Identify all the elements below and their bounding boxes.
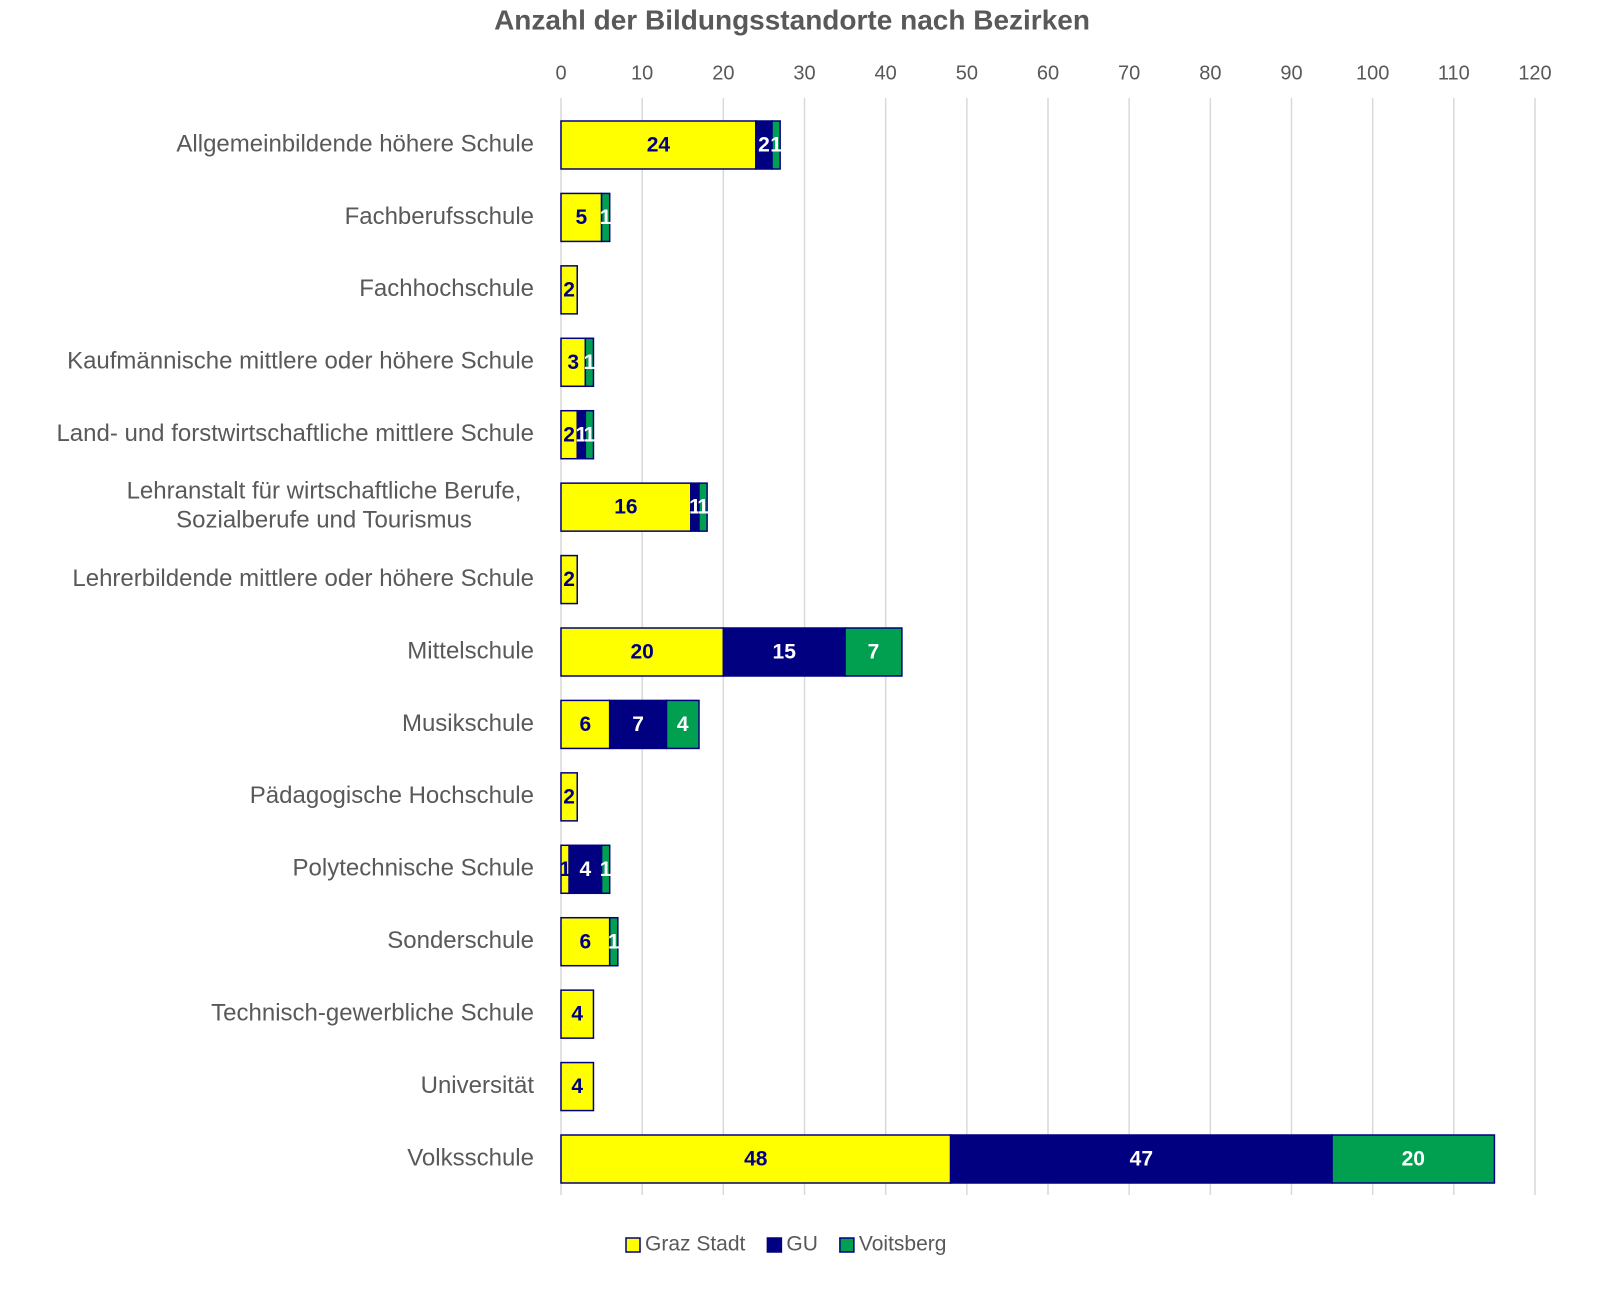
data-label: 47 [1130,1148,1153,1171]
bar-segment [722,627,846,677]
x-tick-label: 90 [1280,62,1302,84]
y-tick-label: Pädagogische Hochschule [250,782,534,809]
y-tick-label: Lehrerbildende mittlere oder höhere Schu… [72,565,534,592]
data-label: 20 [630,641,653,664]
data-label: 3 [567,351,579,374]
y-tick-label: Land- und forstwirtschaftliche mittlere … [56,420,534,447]
bar-segment [608,916,619,967]
data-label: 7 [868,641,880,664]
data-label: 1 [608,930,620,953]
legend-swatch [839,1237,855,1253]
data-label: 2 [563,423,575,446]
data-label: 24 [647,134,671,157]
bar-segment [844,627,903,677]
x-tick-label: 30 [793,62,815,84]
data-label: 1 [600,858,612,881]
data-label: 1 [689,496,701,519]
data-label: 2 [758,134,770,157]
y-tick-label: Fachberufsschule [345,203,534,230]
data-label: 1 [697,496,709,519]
data-label: 4 [580,858,592,881]
data-label: 1 [559,858,571,881]
bar-segment [560,265,578,315]
bar-segment [560,192,603,243]
bar-segment [560,482,692,532]
x-tick-label: 10 [631,62,653,84]
y-tick-label: Universität [421,1072,535,1099]
legend-label: Voitsberg [859,1233,947,1256]
chart-title: Anzahl der Bildungsstandorte nach Bezirk… [494,4,1090,35]
bar-segment [560,916,611,967]
legend-label: Graz Stadt [645,1233,746,1256]
data-label: 1 [600,206,612,229]
y-tick-label: Volksschule [407,1144,534,1171]
data-label: 1 [584,351,596,374]
data-label: 2 [563,785,575,808]
y-tick-label: Lehranstalt für wirtschaftliche Berufe, S… [127,478,522,534]
y-tick-label: Technisch-gewerbliche Schule [211,999,534,1026]
data-label: 4 [571,1075,583,1098]
y-tick-label: Polytechnische Schule [293,855,534,882]
y-tick-label: Sonderschule [387,927,534,954]
bar-segment [560,989,595,1039]
data-label: 15 [773,641,797,664]
data-label: 5 [575,206,587,229]
y-tick-label: Allgemeinbildende höhere Schule [176,130,534,157]
y-tick-label: Fachhochschule [359,275,534,302]
data-label: 2 [563,568,575,591]
y-tick-label: Mittelschule [407,637,534,664]
x-tick-label: 70 [1118,62,1140,84]
x-tick-label: 80 [1199,62,1221,84]
legend-swatch [625,1237,641,1253]
data-label: 6 [580,713,592,736]
x-tick-label: 20 [712,62,734,84]
x-tick-label: 50 [956,62,978,84]
bar-segment [608,699,668,750]
data-label: 1 [575,423,587,446]
data-label: 4 [571,1003,583,1026]
bar-segment [600,844,611,895]
bar-segment [568,844,603,895]
x-tick-label: 110 [1438,62,1470,84]
bar-segment [1331,1134,1496,1184]
data-label: 4 [677,713,689,736]
x-tick-label: 60 [1037,62,1059,84]
bar-segment [560,699,611,750]
bar-segment [560,1134,952,1184]
bar-segment [771,120,781,170]
data-label: 7 [632,713,644,736]
data-label: 1 [584,423,596,446]
x-tick-label: 120 [1518,62,1551,84]
x-tick-label: 100 [1356,62,1389,84]
data-label: 1 [770,134,782,157]
bar-segment [698,482,708,532]
legend-label: GU [786,1233,818,1256]
bar-segment [584,409,595,460]
data-label: 6 [580,930,592,953]
bar-segment [560,1061,595,1112]
y-tick-label: Kaufmännische mittlere oder höhere Schul… [67,348,534,375]
data-label: 16 [614,496,637,519]
data-label: 48 [744,1148,768,1171]
bar-segment [560,337,587,388]
bar-segment [949,1134,1333,1184]
data-label: 2 [563,278,575,301]
legend-swatch [766,1237,783,1253]
bar-segment [584,337,595,388]
bar-segment [560,772,578,822]
bar-segment [600,192,611,243]
bar-segment [665,699,700,750]
x-tick-label: 0 [555,62,566,84]
bar-segment [560,627,725,677]
data-label: 20 [1402,1148,1425,1171]
bar-segment [560,554,578,605]
y-tick-label: Musikschule [402,710,534,737]
x-tick-label: 40 [875,62,897,84]
